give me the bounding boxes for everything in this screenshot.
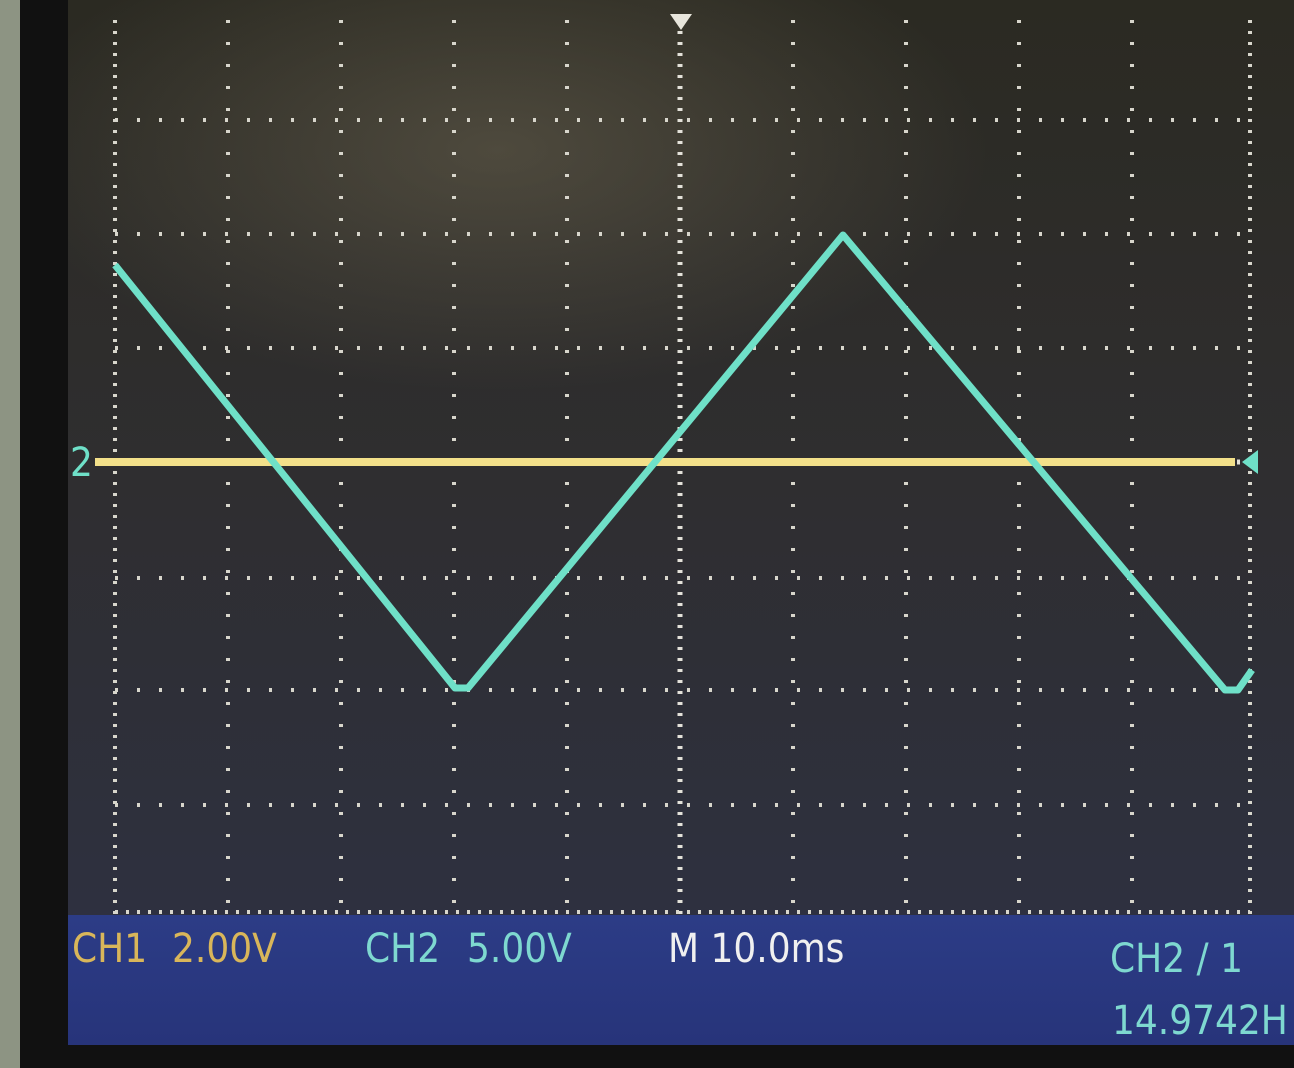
bezel-bottom: [20, 1045, 1294, 1068]
page: 2 CH1 2.00V CH2 5.00V M 10.0ms CH2 / 1 1…: [0, 0, 1294, 1068]
ch2-scale: 5.00V: [467, 926, 572, 972]
scope-photo: 2 CH1 2.00V CH2 5.00V M 10.0ms CH2 / 1 1…: [0, 0, 1294, 1068]
ch2-label: CH2: [365, 926, 440, 972]
ch1-scale: 2.00V: [172, 926, 277, 972]
timebase: M 10.0ms: [668, 926, 844, 972]
ch1-label: CH1: [72, 926, 147, 972]
ch2-ground-marker: 2: [70, 440, 93, 486]
trigger-setting: CH2 / 1: [1110, 936, 1243, 982]
frequency: 14.9742H: [1112, 998, 1288, 1044]
glare: [68, 0, 1294, 600]
